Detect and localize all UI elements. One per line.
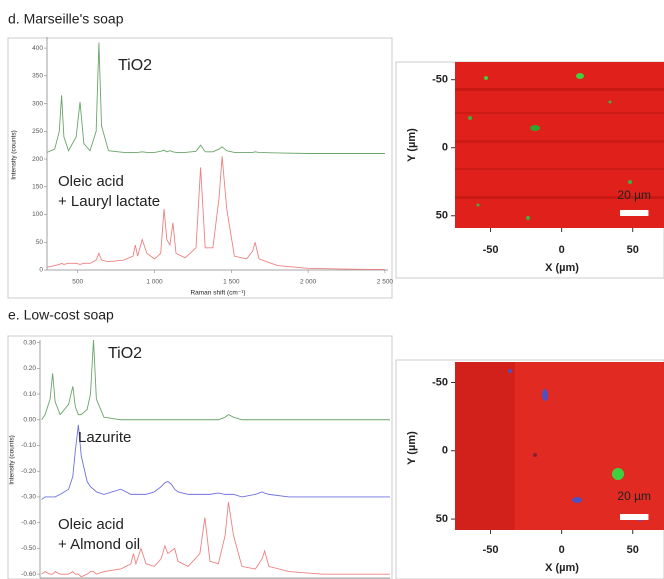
x-tick-label: 50 bbox=[627, 544, 639, 556]
x-tick-label: 50 bbox=[627, 244, 639, 256]
x-tick-label: 0 bbox=[559, 544, 565, 556]
panel-frame bbox=[7, 37, 393, 299]
y-axis-label: Y (µm) bbox=[406, 128, 418, 162]
x-tick-label: 1 500 bbox=[223, 279, 240, 286]
x-tick-label: -50 bbox=[483, 544, 499, 556]
y-tick-label: -0.20 bbox=[21, 468, 36, 475]
annotation: + Almond oil bbox=[58, 536, 140, 553]
annotation: Lazurite bbox=[78, 429, 131, 446]
spectrum-line bbox=[46, 42, 385, 154]
x-tick-label: 0 bbox=[559, 244, 565, 256]
annotation: Oleic acid bbox=[58, 173, 124, 190]
panel-title: e. Low-cost soap bbox=[8, 307, 114, 323]
y-tick-label: 0.10 bbox=[23, 391, 36, 398]
y-tick-label: -0.30 bbox=[21, 494, 36, 501]
y-tick-label: -0.60 bbox=[21, 571, 36, 578]
annotation: TiO2 bbox=[108, 345, 142, 362]
x-axis-label: Raman shift (cm⁻¹) bbox=[190, 290, 245, 297]
panel-title: d. Marseille's soap bbox=[8, 11, 124, 27]
annotation: TiO2 bbox=[118, 57, 152, 74]
x-tick-label: -50 bbox=[483, 244, 499, 256]
y-tick-label: -0.10 bbox=[21, 442, 36, 449]
x-tick-label: 2 000 bbox=[300, 279, 317, 286]
x-tick-label: 500 bbox=[72, 279, 83, 286]
panel-frame bbox=[395, 359, 664, 579]
map-image bbox=[455, 362, 664, 530]
x-tick-label: 2 500 bbox=[377, 279, 394, 286]
x-axis-label: X (µm) bbox=[545, 262, 579, 274]
y-tick-label: 50 bbox=[436, 210, 448, 222]
y-tick-label: -50 bbox=[432, 74, 448, 86]
y-tick-label: 0 bbox=[442, 142, 448, 154]
spectrum-line bbox=[41, 502, 390, 578]
scale-bar bbox=[620, 514, 649, 520]
y-tick-label: 100 bbox=[32, 211, 43, 218]
map-image bbox=[455, 62, 664, 228]
y-tick-label: 350 bbox=[32, 73, 43, 80]
y-tick-label: 300 bbox=[32, 100, 43, 107]
y-tick-label: 150 bbox=[32, 184, 43, 191]
spectrum-line bbox=[41, 339, 390, 421]
x-tick-label: 1 000 bbox=[146, 279, 163, 286]
y-axis-label: Intensity (counts) bbox=[11, 130, 18, 180]
spectrum-line bbox=[41, 424, 390, 500]
y-tick-label: 0.30 bbox=[23, 339, 36, 346]
y-tick-label: -0.40 bbox=[21, 519, 36, 526]
annotation: + Lauryl lactate bbox=[58, 193, 160, 210]
y-tick-label: 50 bbox=[36, 239, 44, 246]
y-axis-label: Intensity (counts) bbox=[9, 435, 16, 485]
y-tick-label: -0.50 bbox=[21, 545, 36, 552]
y-axis-label: Y (µm) bbox=[406, 431, 418, 465]
y-tick-label: -50 bbox=[432, 376, 448, 388]
y-tick-label: 200 bbox=[32, 156, 43, 163]
y-tick-label: 0.20 bbox=[23, 365, 36, 372]
y-tick-label: 0 bbox=[39, 267, 43, 274]
scale-bar bbox=[620, 210, 649, 216]
y-tick-label: 0 bbox=[442, 445, 448, 457]
annotation: Oleic acid bbox=[58, 516, 124, 533]
scale-bar-label: 20 µm bbox=[617, 188, 651, 202]
y-tick-label: 50 bbox=[436, 513, 448, 525]
scale-bar-label: 20 µm bbox=[617, 489, 651, 503]
y-tick-label: 400 bbox=[32, 45, 43, 52]
panel-frame bbox=[7, 335, 393, 579]
y-tick-label: 0.00 bbox=[23, 416, 36, 423]
y-tick-label: 250 bbox=[32, 128, 43, 135]
spectrum-line bbox=[46, 156, 385, 270]
x-axis-label: X (µm) bbox=[545, 562, 579, 574]
